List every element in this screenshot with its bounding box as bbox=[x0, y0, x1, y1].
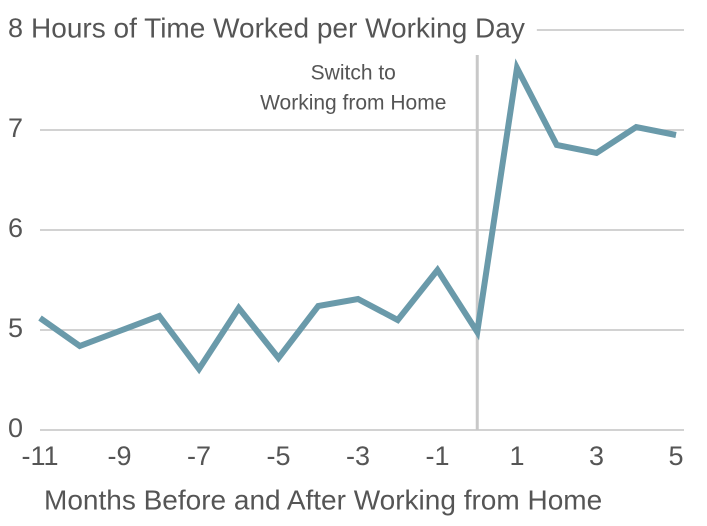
x-tick-label: -1 bbox=[425, 441, 449, 471]
y-tick-label: 5 bbox=[8, 313, 23, 343]
x-tick-label: -7 bbox=[187, 441, 211, 471]
x-tick-label: -3 bbox=[346, 441, 370, 471]
y-tick-label: 0 bbox=[8, 413, 23, 443]
y-tick-label: 8 bbox=[8, 13, 23, 43]
x-tick-label: -11 bbox=[21, 441, 58, 471]
x-tick-label: -5 bbox=[266, 441, 290, 471]
x-axis-label: Months Before and After Working from Hom… bbox=[44, 484, 602, 515]
y-tick-label: 7 bbox=[8, 113, 23, 143]
x-tick-label: 5 bbox=[668, 441, 683, 471]
y-tick-label: 6 bbox=[8, 213, 23, 243]
annotation-text: Working from Home bbox=[260, 92, 446, 115]
x-tick-label: -9 bbox=[107, 441, 131, 471]
data-line bbox=[38, 58, 677, 375]
annotation-text: Switch to bbox=[311, 62, 396, 85]
chart-title: Hours of Time Worked per Working Day bbox=[31, 12, 525, 43]
x-tick-label: 3 bbox=[589, 441, 604, 471]
x-tick-label: 1 bbox=[509, 441, 524, 471]
